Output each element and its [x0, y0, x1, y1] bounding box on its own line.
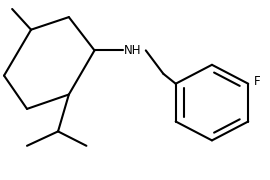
Text: F: F	[254, 75, 261, 87]
Text: NH: NH	[124, 44, 142, 57]
